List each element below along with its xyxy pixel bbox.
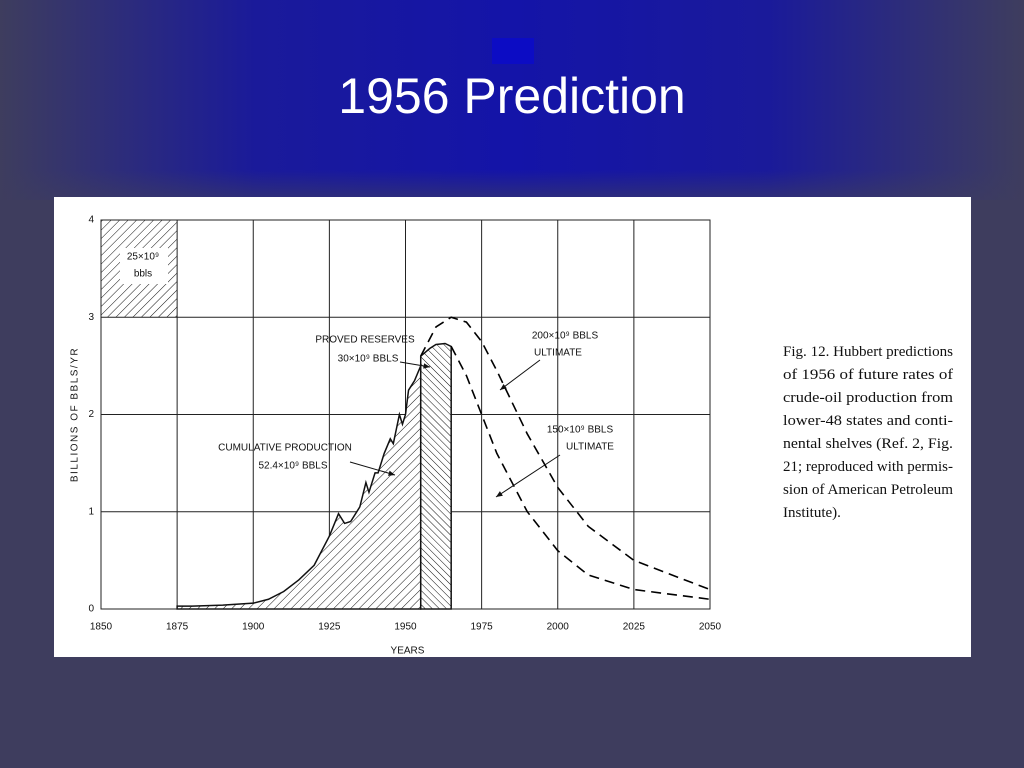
caption-line: sion of American Petroleum	[783, 482, 953, 498]
caption-line: crude-oil production from	[783, 390, 953, 406]
annotation: 30×10⁹ BBLS	[338, 354, 399, 365]
x-tick-label: 1875	[166, 622, 189, 633]
title-accent	[492, 38, 534, 64]
annotation: 150×10⁹ BBLS	[547, 425, 614, 436]
x-tick-label: 1975	[471, 622, 494, 633]
title-band-fade	[0, 0, 1024, 200]
annotation: bbls	[134, 269, 152, 280]
x-tick-label: 1850	[90, 622, 113, 633]
annotation: 52.4×10⁹ BBLS	[258, 461, 327, 472]
annotation: 200×10⁹ BBLS	[532, 331, 599, 342]
y-tick-label: 3	[88, 312, 94, 323]
x-tick-label: 1950	[394, 622, 417, 633]
annotation: 25×10⁹	[127, 252, 159, 263]
caption-line: of 1956 of future rates of	[783, 367, 953, 383]
y-tick-label: 4	[88, 215, 94, 226]
annotation: ULTIMATE	[566, 442, 614, 453]
y-tick-label: 2	[88, 409, 94, 420]
x-tick-label: 2050	[699, 622, 722, 633]
x-axis-label: YEARS	[391, 646, 425, 657]
caption: Fig. 12. Hubbert predictions of 1956 of f…	[783, 344, 953, 521]
arrow-head	[496, 491, 503, 497]
x-tick-label: 2025	[623, 622, 646, 633]
y-tick-label: 0	[88, 604, 94, 615]
annotation-bg	[123, 250, 163, 264]
annotation-bg	[123, 267, 163, 281]
annotation: CUMULATIVE PRODUCTION	[218, 443, 352, 454]
x-tick-label: 1925	[318, 622, 341, 633]
leader-line	[499, 359, 541, 391]
area	[176, 365, 422, 610]
y-tick-label: 1	[88, 506, 94, 517]
x-tick-label: 2000	[547, 622, 570, 633]
line	[450, 346, 711, 601]
caption-line: nental shelves (Ref. 2, Fig.	[783, 436, 953, 452]
caption-line: Institute).	[783, 505, 841, 521]
figure-panel	[54, 197, 971, 657]
arrow-head	[388, 470, 395, 476]
arrow-head	[500, 383, 507, 390]
area	[419, 342, 452, 610]
arrow-head	[423, 363, 430, 369]
caption-line: Fig. 12. Hubbert predictions	[783, 344, 953, 360]
line	[420, 316, 711, 591]
plot-frame	[100, 219, 711, 610]
caption-line: lower-48 states and conti-	[783, 413, 953, 429]
caption-line: 21; reproduced with permis-	[783, 459, 953, 475]
y-axis-label: BILLIONS OF BBLS/YR	[70, 347, 81, 482]
chart: 1850 1875 1900 1925 1950 1975 2000 2025 2050 0 1 2 3…	[70, 215, 722, 657]
leader-line	[349, 461, 396, 476]
slide-title: 1956 Prediction	[338, 68, 685, 124]
annotation: PROVED RESERVES	[315, 335, 415, 346]
leader-line	[495, 454, 561, 498]
annotation: ULTIMATE	[534, 348, 582, 359]
x-tick-label: 1900	[242, 622, 265, 633]
